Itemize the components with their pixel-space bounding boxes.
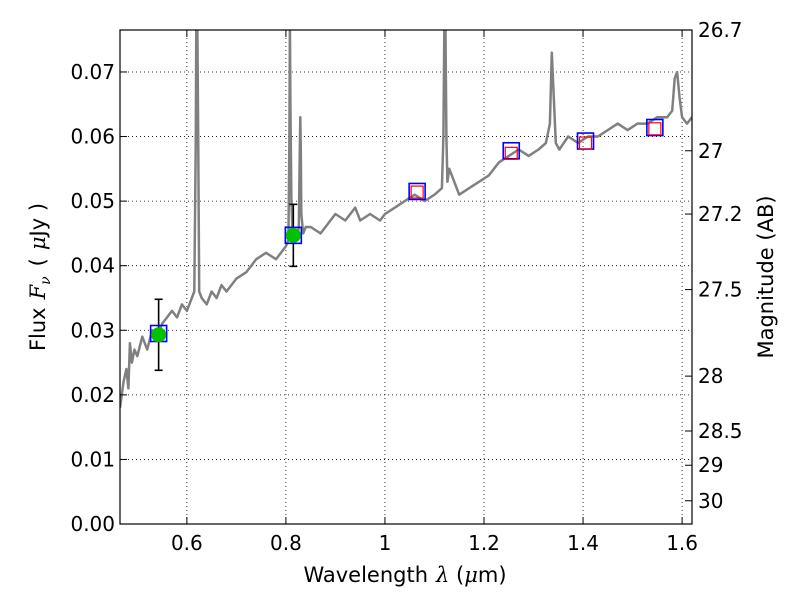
x-tick-label: 1.2 xyxy=(468,531,500,555)
y2-tick-label: 27.5 xyxy=(698,278,743,302)
x-tick-label: 1.6 xyxy=(666,531,698,555)
photometry-point xyxy=(284,226,303,245)
grid xyxy=(120,30,692,524)
y2-tick-label: 30 xyxy=(698,489,723,513)
plot-frame xyxy=(119,29,693,525)
y2-tick-label: 26.7 xyxy=(698,18,743,42)
y2-tick-label: 28.5 xyxy=(698,419,743,443)
y2-axis-title: Magnitude (AB) xyxy=(754,195,778,358)
y2-tick-label: 28 xyxy=(698,364,723,388)
y-tick-label: 0.01 xyxy=(70,447,115,471)
upper-limit-point xyxy=(648,122,662,136)
ticks: 0.6 0.8 1 1.2 1.4 1.6 0.00 0.01 0.02 0.03 0.04 0.05… xyxy=(70,18,742,555)
y-tick-label: 0.04 xyxy=(70,254,115,278)
x-axis-title: Wavelength λ (μm) xyxy=(303,563,506,587)
photometry-point xyxy=(646,118,664,137)
y-tick-label: 0.07 xyxy=(70,60,115,84)
observed-point xyxy=(151,327,167,343)
y2-tick-label: 29 xyxy=(698,453,723,477)
x-tick-label: 1 xyxy=(379,531,392,555)
photometry-point xyxy=(408,182,426,201)
y-tick-label: 0.06 xyxy=(70,125,115,149)
upper-limit-point xyxy=(504,146,518,160)
y-tick-label: 0.03 xyxy=(70,318,115,342)
observed-point xyxy=(285,227,301,243)
upper-limit-point xyxy=(578,136,593,150)
upper-limit-point xyxy=(410,185,424,199)
y-axis-title: FluxFν(μJy ) xyxy=(26,203,54,351)
series-layer xyxy=(120,30,692,408)
y-tick-label: 0.00 xyxy=(70,512,115,536)
spectrum-line xyxy=(120,30,692,408)
y2-tick-label: 27 xyxy=(698,139,723,163)
y2-tick-label: 27.2 xyxy=(698,202,743,226)
x-tick-label: 0.8 xyxy=(270,531,302,555)
y-tick-label: 0.05 xyxy=(70,189,115,213)
x-tick-label: 1.4 xyxy=(567,531,599,555)
y-tick-label: 0.02 xyxy=(70,383,115,407)
x-tick-label: 0.6 xyxy=(171,531,203,555)
